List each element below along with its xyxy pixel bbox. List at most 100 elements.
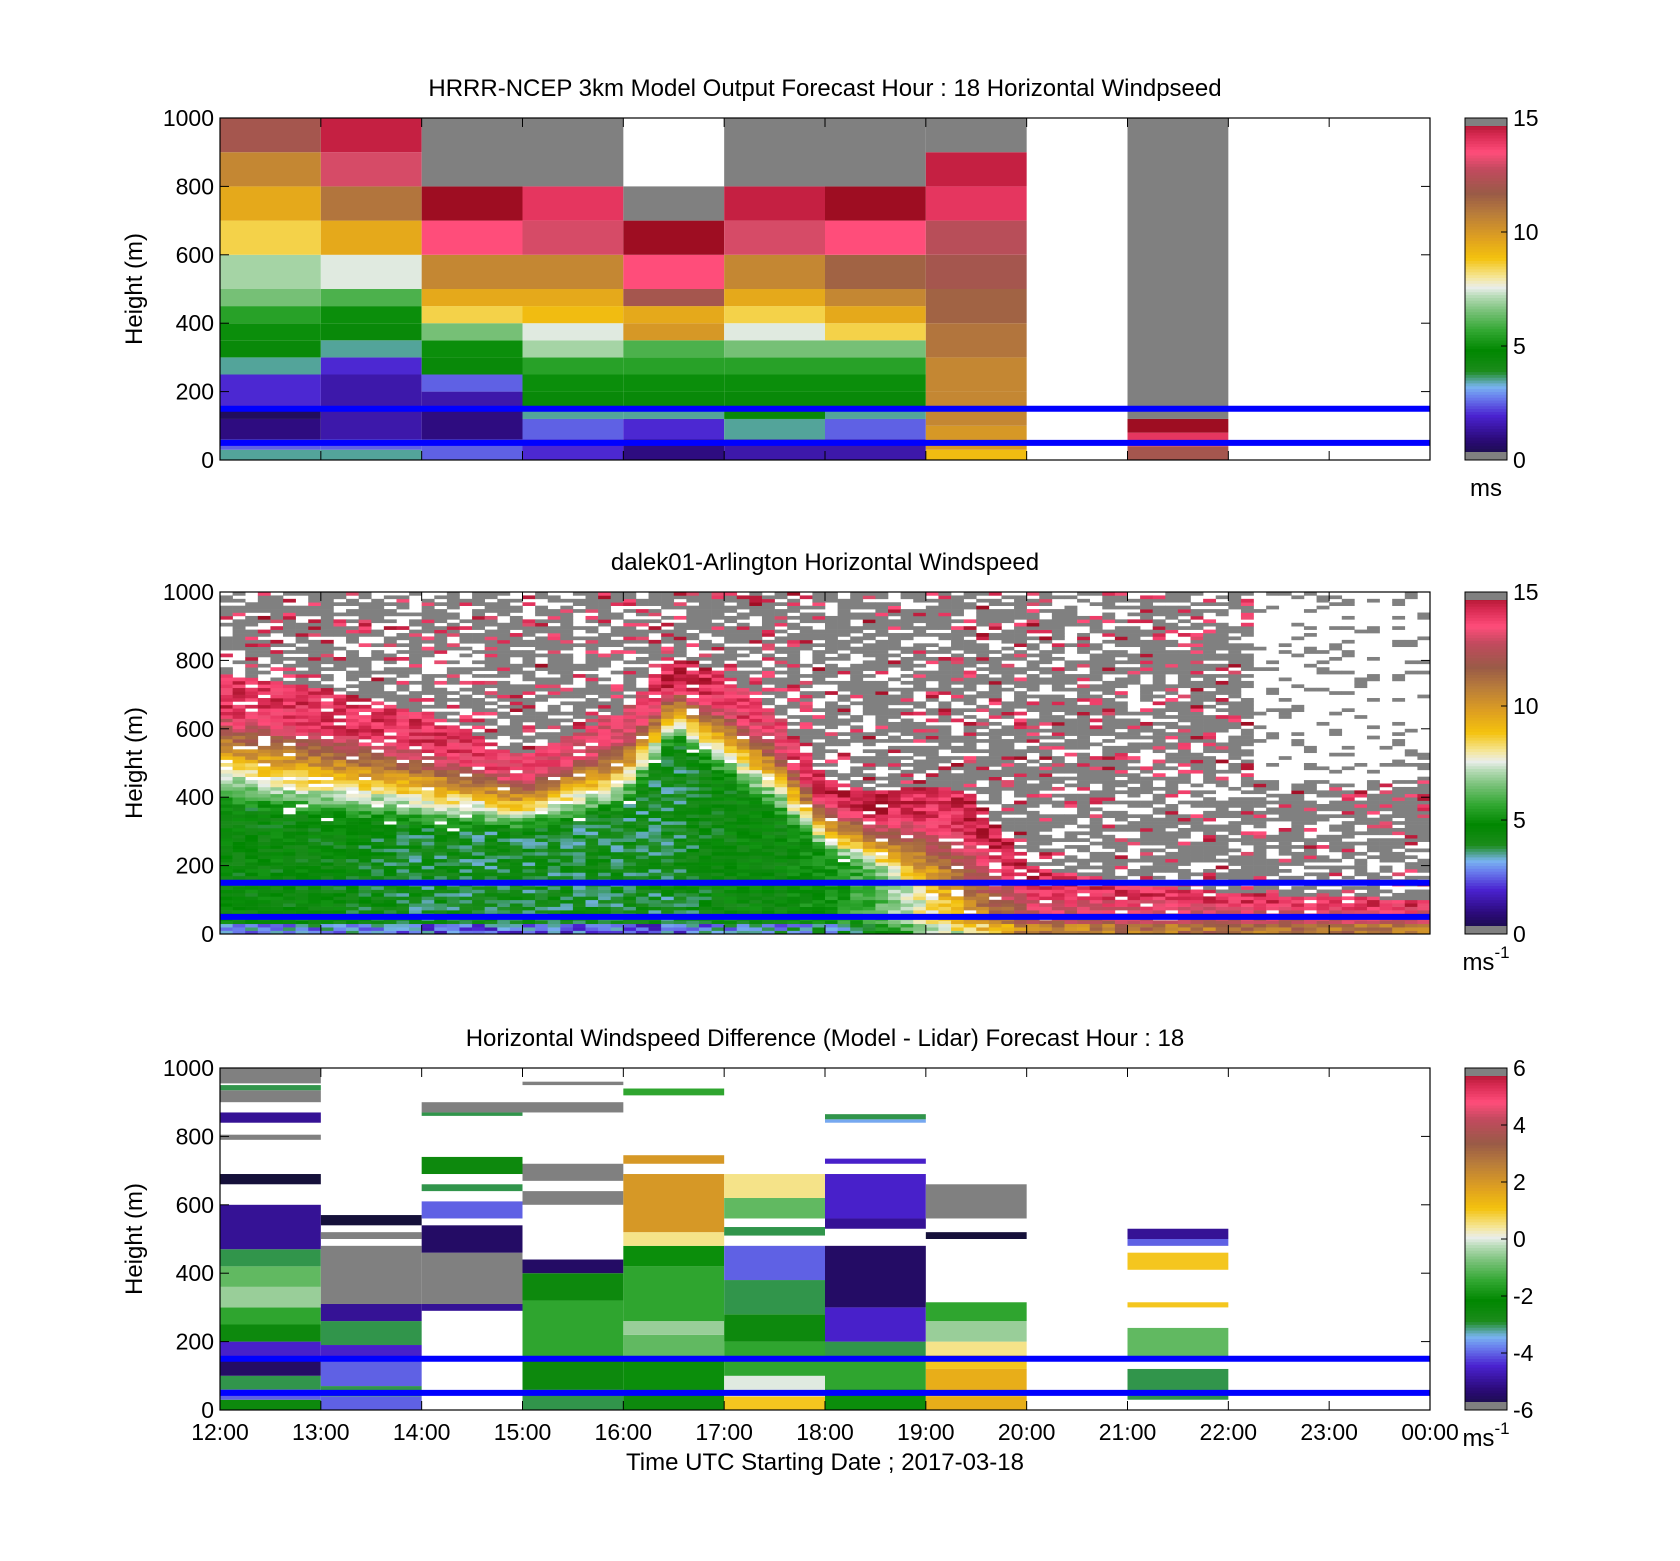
heatmap-cell <box>308 749 322 754</box>
heatmap-cell <box>598 838 612 842</box>
heatmap-cell <box>434 790 448 795</box>
heatmap-cell <box>434 763 448 767</box>
heatmap-cell <box>825 862 838 866</box>
heatmap-cell <box>446 896 460 901</box>
heatmap-cell <box>610 855 624 860</box>
heatmap-cell <box>673 899 687 904</box>
heatmap-cell <box>320 769 334 774</box>
heatmap-cell <box>283 687 296 692</box>
heatmap-cell <box>308 807 322 812</box>
heatmap-cell <box>270 732 284 736</box>
heatmap-cell <box>825 858 838 863</box>
heatmap-cell <box>446 783 460 788</box>
heatmap-cell <box>635 639 649 644</box>
heatmap-cell <box>220 653 233 658</box>
heatmap-cell <box>346 797 359 801</box>
heatmap-cell <box>761 827 775 832</box>
heatmap-cell <box>825 721 838 726</box>
heatmap-cell <box>850 831 864 836</box>
heatmap-cell <box>787 927 801 931</box>
colorbar-swatch <box>1465 403 1507 407</box>
heatmap-cell <box>661 677 675 682</box>
heatmap-cell <box>371 834 385 839</box>
heatmap-cell <box>245 848 259 853</box>
heatmap-cell <box>472 612 485 617</box>
heatmap-cell <box>257 725 271 730</box>
heatmap-cell <box>320 622 334 627</box>
heatmap-cell <box>875 834 889 839</box>
heatmap-cell <box>661 841 675 846</box>
heatmap-cell <box>749 834 763 839</box>
heatmap-cell <box>383 725 397 730</box>
heatmap-cell <box>875 653 889 658</box>
heatmap-cell <box>270 756 284 760</box>
heatmap-cell <box>396 735 410 740</box>
heatmap-cell <box>220 910 233 914</box>
heatmap-cell <box>547 906 561 911</box>
heatmap-cell <box>799 674 813 678</box>
heatmap-cell <box>825 869 838 873</box>
heatmap-cell <box>396 626 410 630</box>
heatmap-cell <box>497 899 511 904</box>
heatmap-cell <box>547 660 561 665</box>
heatmap-cell <box>358 793 372 798</box>
heatmap-cell <box>787 656 801 661</box>
heatmap-cell <box>610 831 624 836</box>
heatmap-cell <box>459 831 473 836</box>
heatmap-cell <box>787 804 801 808</box>
heatmap-cell <box>749 817 763 822</box>
heatmap-cell <box>787 742 801 747</box>
heatmap-cell <box>862 886 876 890</box>
heatmap-cell <box>875 797 889 801</box>
heatmap-cell <box>484 756 498 760</box>
heatmap-cell <box>888 807 901 812</box>
heatmap-cell <box>711 776 725 781</box>
heatmap-cell <box>585 677 599 682</box>
heatmap-cell <box>888 711 901 716</box>
heatmap-cell <box>308 735 322 740</box>
heatmap-cell <box>724 910 738 914</box>
heatmap-cell <box>862 615 876 620</box>
heatmap-cell <box>371 841 385 846</box>
heatmap-cell <box>547 629 561 634</box>
heatmap-cell <box>333 892 347 897</box>
heatmap-cell <box>333 704 347 709</box>
heatmap-cell <box>396 872 410 877</box>
heatmap-cell <box>799 759 813 764</box>
heatmap-cell <box>522 858 536 863</box>
heatmap-cell <box>497 851 511 856</box>
heatmap-cell <box>736 889 750 894</box>
heatmap-cell <box>421 711 435 716</box>
heatmap-cell <box>875 670 889 675</box>
heatmap-cell <box>661 694 675 699</box>
heatmap-cell <box>661 862 675 866</box>
heatmap-cell <box>346 619 359 624</box>
heatmap-cell <box>661 903 675 907</box>
heatmap-cell <box>598 790 612 795</box>
heatmap-cell <box>875 619 889 624</box>
colorbar-swatch <box>1465 137 1507 142</box>
heatmap-cell <box>472 906 485 911</box>
heatmap-cell <box>749 865 763 870</box>
heatmap-cell <box>409 728 422 733</box>
heatmap-cell <box>837 667 851 671</box>
heatmap-cell <box>711 923 725 928</box>
heatmap-cell <box>661 790 675 795</box>
heatmap-cell <box>270 797 284 801</box>
heatmap-cell <box>635 793 649 798</box>
heatmap-cell <box>623 646 637 651</box>
heatmap-cell <box>837 680 851 685</box>
heatmap-cell <box>623 670 637 675</box>
heatmap-cell <box>509 838 523 842</box>
heatmap-cell <box>572 920 586 925</box>
heatmap-cell <box>220 186 321 221</box>
heatmap-cell <box>862 899 876 904</box>
heatmap-cell <box>825 875 838 880</box>
heatmap-cell <box>799 763 813 767</box>
heatmap-cell <box>711 745 725 750</box>
heatmap-cell <box>686 735 700 740</box>
heatmap-cell <box>888 653 901 658</box>
heatmap-cell <box>346 910 359 914</box>
heatmap-cell <box>598 715 612 719</box>
heatmap-cell <box>825 773 838 777</box>
